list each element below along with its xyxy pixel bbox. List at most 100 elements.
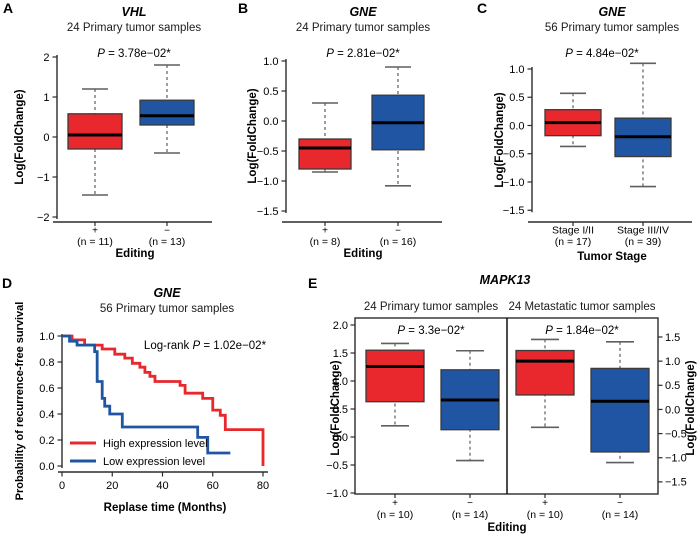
panel-e-title: MAPK13 bbox=[479, 273, 531, 287]
panel-e: 2.0 1.5 1.0 0.5 0.0 −0.5 −1.0 1.5 1.0 0.5 0.0 −0.5 −… bbox=[326, 268, 700, 536]
y-tick-label: −2 bbox=[37, 212, 50, 224]
panel-c-xlabel: Tumor Stage bbox=[577, 251, 647, 263]
legend-label: High expression level bbox=[103, 438, 208, 450]
panel-d: 1.0 0.8 0.6 0.4 0.2 0.0 0 20 40 60 80 High expressi… bbox=[0, 268, 330, 536]
y-tick-label-right: −0.5 bbox=[665, 428, 687, 440]
panel-b: 1.0 0.5 0.0 −0.5 −1.0 −1.5 + (n = 8) − (n = 16) G… bbox=[235, 0, 460, 268]
group-n-label: (n = 11) bbox=[77, 236, 113, 248]
pvalue-symbol: P bbox=[397, 325, 406, 337]
panel-label-e: E bbox=[308, 275, 318, 291]
panel-a-xlabel: Editing bbox=[115, 248, 155, 260]
y-tick-label: −0.5 bbox=[503, 149, 525, 161]
y-tick-label: −0.5 bbox=[257, 146, 279, 158]
box-rect bbox=[590, 367, 650, 453]
pvalue-symbol: P bbox=[565, 48, 573, 60]
panel-e-header: MAPK13 bbox=[405, 273, 605, 287]
pvalue-text: = 4.84e−02* bbox=[572, 48, 639, 60]
panel-c-pvalue: P = 4.84e−02* bbox=[502, 48, 700, 61]
y-tick-label-right: −1.0 bbox=[665, 453, 687, 465]
x-tick-label: 20 bbox=[106, 480, 118, 492]
y-tick-label: −1.5 bbox=[257, 206, 279, 218]
group-n-label: (n = 8) bbox=[310, 236, 341, 248]
x-tick-label: 80 bbox=[257, 480, 269, 492]
y-tick-label-right: 0.0 bbox=[665, 404, 680, 416]
y-tick-label-right: 1.5 bbox=[665, 332, 680, 344]
y-tick-label-right: 0.5 bbox=[665, 380, 680, 392]
group-label: + bbox=[542, 498, 548, 509]
annotation-prefix: Log-rank bbox=[143, 340, 193, 352]
y-tick-label-right: −1.5 bbox=[665, 477, 687, 489]
y-tick-label: −1.0 bbox=[257, 176, 279, 188]
group-n-label: (n = 10) bbox=[377, 509, 413, 521]
box-rect bbox=[139, 99, 195, 126]
boxplot-b-svg: 1.0 0.5 0.0 −0.5 −1.0 −1.5 +(n = 8) −(n = 16) bbox=[257, 56, 442, 248]
panel-c-ylabel: Log(FoldChange) bbox=[494, 92, 506, 188]
panel-a-ylabel: Log(FoldChange) bbox=[14, 89, 26, 185]
group-label: Stage I/II bbox=[552, 225, 594, 237]
group-n-label: (n = 16) bbox=[380, 236, 416, 248]
panel-e-ylabel-right: Log(FoldChange) bbox=[685, 360, 697, 456]
pvalue-text: = 3.3e−02* bbox=[405, 325, 465, 337]
panel-a: 2 1 0 −1 −2 + (n = 11) − (n = 13) VHL 24 Primary… bbox=[0, 0, 235, 268]
y-tick-label: 0.0 bbox=[263, 116, 278, 128]
panel-c: 1.0 0.5 0.0 −0.5 −1.0 −1.5 Stage I/II (n = 17) S… bbox=[460, 0, 700, 268]
box-rect bbox=[67, 113, 123, 150]
group-n-label: (n = 10) bbox=[527, 509, 563, 521]
panel-d-title: GNE bbox=[153, 286, 181, 300]
y-tick-label: −1.5 bbox=[503, 205, 525, 217]
panel-a-subtitle: 24 Primary tumor samples bbox=[66, 22, 202, 34]
panel-e-subtitle-left: 24 Primary tumor samples bbox=[363, 301, 499, 313]
logrank-annotation: Log-rank P = 1.02e−02* bbox=[105, 340, 305, 353]
pvalue-text: = 1.02e−02* bbox=[200, 340, 267, 352]
boxplot-c-svg: 1.0 0.5 0.0 −0.5 −1.0 −1.5 Stage I/II(n = 17) S… bbox=[503, 62, 692, 248]
group-label: − bbox=[467, 498, 473, 509]
panel-b-ylabel: Log(FoldChange) bbox=[247, 88, 259, 184]
panel-e-subtitle-right: 24 Metastatic tumor samples bbox=[508, 301, 656, 313]
box-rect bbox=[365, 349, 425, 403]
panel-d-header: GNE 56 Primary tumor samples bbox=[67, 286, 267, 316]
panel-label-a: A bbox=[3, 0, 14, 16]
pvalue-text: = 2.81e−02* bbox=[333, 48, 400, 60]
group-n-label: (n = 14) bbox=[452, 509, 488, 521]
y-tick-label: −1.0 bbox=[503, 177, 525, 189]
panel-a-title: VHL bbox=[121, 5, 147, 19]
group-label: − bbox=[395, 226, 401, 237]
box-rect bbox=[298, 138, 352, 170]
y-tick-label: 0 bbox=[43, 132, 49, 144]
y-tick-label: 0.2 bbox=[39, 435, 54, 447]
panel-d-ylabel: Probability of recurrence-free survival bbox=[14, 301, 26, 501]
panel-c-title: GNE bbox=[598, 5, 626, 19]
pvalue-symbol: P bbox=[326, 48, 334, 60]
x-tick-label: 40 bbox=[156, 480, 168, 492]
km-curve-low bbox=[62, 334, 231, 455]
km-plot-svg: 1.0 0.8 0.6 0.4 0.2 0.0 0 20 40 60 80 High expressi… bbox=[39, 331, 269, 492]
pvalue-text: = 3.78e−02* bbox=[104, 48, 171, 60]
y-tick-label: 1.0 bbox=[509, 64, 524, 76]
y-tick-label-left: 0.0 bbox=[333, 432, 348, 444]
group-label: Stage III/IV bbox=[617, 225, 669, 237]
boxplot-e-svg: 2.0 1.5 1.0 0.5 0.0 −0.5 −1.0 1.5 1.0 0.5 0.0 −0.5 −… bbox=[326, 317, 687, 521]
panel-label-b: B bbox=[238, 0, 249, 16]
y-tick-label-right: 1.0 bbox=[665, 356, 680, 368]
group-n-label: (n = 39) bbox=[625, 236, 661, 248]
x-tick-label: 0 bbox=[59, 480, 65, 492]
panel-e-pvalue-right: P = 1.84e−02* bbox=[482, 325, 682, 338]
y-tick-label: 0.8 bbox=[39, 357, 54, 369]
y-tick-label: 1.0 bbox=[39, 331, 54, 343]
legend-label: Low expression level bbox=[103, 456, 205, 468]
group-label: − bbox=[617, 498, 623, 509]
panel-b-xlabel: Editing bbox=[343, 248, 383, 260]
box-rect bbox=[515, 349, 575, 396]
panel-e-pvalue-left: P = 3.3e−02* bbox=[331, 325, 531, 338]
boxplot-a-svg: 2 1 0 −1 −2 +(n = 11) −(n = 13) bbox=[37, 52, 212, 248]
panel-e-ylabel-left: Log(FoldChange) bbox=[330, 360, 342, 456]
panel-b-subtitle: 24 Primary tumor samples bbox=[295, 22, 431, 34]
group-label: + bbox=[92, 226, 98, 237]
y-tick-label: 0.0 bbox=[39, 461, 54, 473]
panel-e-xlabel: Editing bbox=[487, 522, 527, 534]
y-tick-label: 0.6 bbox=[39, 383, 54, 395]
panel-c-header: GNE 56 Primary tumor samples bbox=[512, 5, 700, 35]
panel-label-c: C bbox=[477, 0, 488, 16]
group-label: − bbox=[164, 226, 170, 237]
